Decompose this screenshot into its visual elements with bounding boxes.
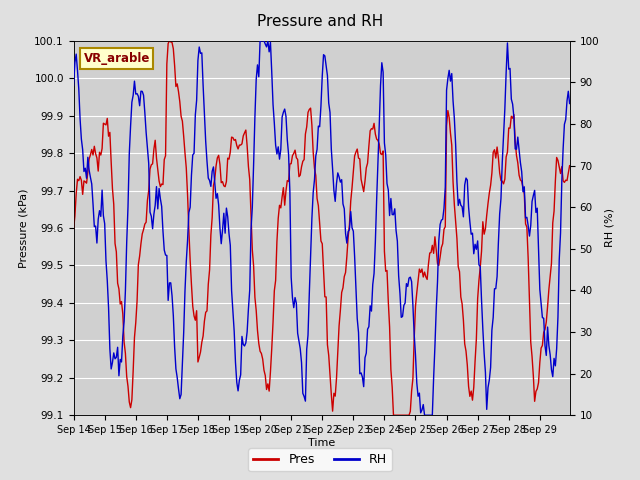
Legend: Pres, RH: Pres, RH xyxy=(248,448,392,471)
Text: VR_arable: VR_arable xyxy=(84,52,150,65)
Y-axis label: Pressure (kPa): Pressure (kPa) xyxy=(19,188,29,268)
X-axis label: Time: Time xyxy=(308,438,335,448)
Text: Pressure and RH: Pressure and RH xyxy=(257,14,383,29)
Y-axis label: RH (%): RH (%) xyxy=(605,208,614,248)
